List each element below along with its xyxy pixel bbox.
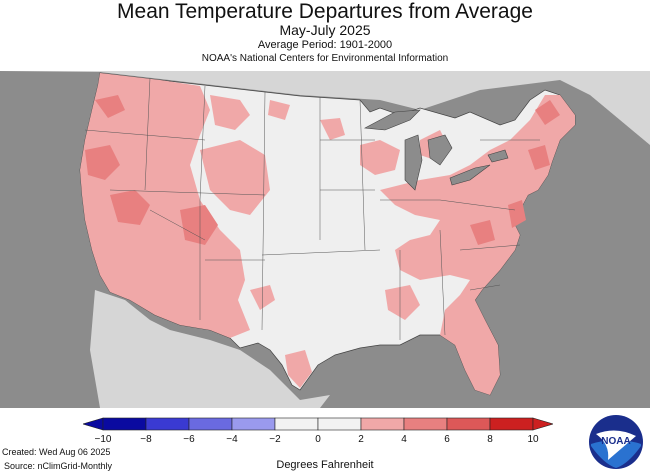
colorbar-tick-label: −2: [269, 434, 281, 445]
colorbar-segment: [446, 417, 491, 431]
state-boundaries: [84, 77, 540, 340]
data-source: Source: nClimGrid-Monthly: [4, 461, 113, 471]
canada-land: [0, 71, 650, 145]
units-label: Degrees Fahrenheit: [276, 459, 374, 471]
colorbar-segment: [317, 417, 362, 431]
colorbar-tick-label: 0: [315, 434, 321, 445]
warm-anomaly-medium-regions: [85, 95, 560, 245]
colorbar-segment: [360, 417, 405, 431]
colorbar-tick-label: 2: [358, 434, 364, 445]
data-source-agency: NOAA's National Centers for Environmenta…: [201, 53, 449, 64]
colorbar-segment: [403, 417, 448, 431]
colorbar-tick-label: −8: [140, 434, 152, 445]
average-period: Average Period: 1901-2000: [257, 39, 393, 51]
colorbar-tick-label: 4: [401, 434, 407, 445]
warm-anomaly-light-regions: [80, 73, 575, 395]
colorbar-segment: [188, 417, 233, 431]
colorbar-tick-label: 10: [527, 434, 539, 445]
colorbar-segment: [102, 417, 147, 431]
colorbar-segment: [489, 417, 534, 431]
great-lakes: [363, 109, 509, 191]
colorbar-tick-label: −4: [226, 434, 238, 445]
temperature-colorbar: [81, 417, 555, 431]
map-subtitle: May-July 2025: [279, 22, 371, 38]
created-date: Created: Wed Aug 06 2025: [2, 447, 111, 457]
colorbar-tick-label: 8: [487, 434, 493, 445]
colorbar-tick-label: −10: [94, 434, 112, 445]
colorbar-arrow-low: [81, 417, 104, 431]
colorbar-segment: [274, 417, 319, 431]
mexico-land: [90, 290, 330, 408]
colorbar-tick-label: −6: [183, 434, 195, 445]
map-title: Mean Temperature Departures from Average: [117, 0, 533, 23]
colorbar-arrow-high: [532, 417, 555, 431]
colorbar-segment: [145, 417, 190, 431]
noaa-logo-text: NOAA: [601, 436, 630, 447]
noaa-logo: NOAA: [588, 414, 644, 470]
colorbar-tick-label: 6: [444, 434, 450, 445]
temperature-departure-map: [0, 71, 650, 408]
colorbar-segment: [231, 417, 276, 431]
